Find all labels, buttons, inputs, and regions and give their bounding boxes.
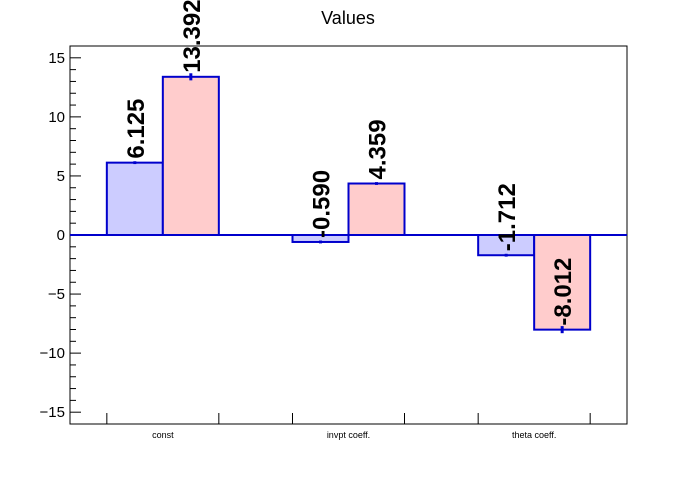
y-tick-label: 15 (48, 50, 65, 67)
x-category-label: invpt coeff. (327, 430, 370, 440)
bar-value-label: 13.392 (179, 0, 206, 73)
y-tick-label: −5 (48, 286, 65, 303)
y-tick-label: 0 (57, 227, 65, 244)
bars (70, 73, 627, 334)
bar-value-label: -0.590 (309, 170, 336, 238)
y-tick-label: 5 (57, 168, 65, 185)
bar (347, 182, 406, 236)
bar-value-label: -8.012 (550, 258, 577, 326)
y-tick-label: −10 (40, 345, 65, 362)
x-category-label: const (152, 430, 174, 440)
bar-value-label: 4.359 (365, 119, 392, 179)
axes: −15 −10 −5 0 5 10 15 const invpt coeff. theta coe… (40, 45, 628, 440)
y-tick-label: 10 (48, 109, 65, 126)
bar (105, 161, 164, 236)
x-category-label: theta coeff. (512, 430, 556, 440)
bar-value-labels: 6.125 -0.590 -1.712 13.392 4.359 -8.012 (123, 0, 577, 326)
y-tick-label: −15 (40, 404, 65, 421)
bar-value-label: -1.712 (494, 183, 521, 251)
chart-title: Values (321, 8, 375, 28)
bar-value-label: 6.125 (123, 99, 150, 159)
bar (161, 75, 220, 236)
